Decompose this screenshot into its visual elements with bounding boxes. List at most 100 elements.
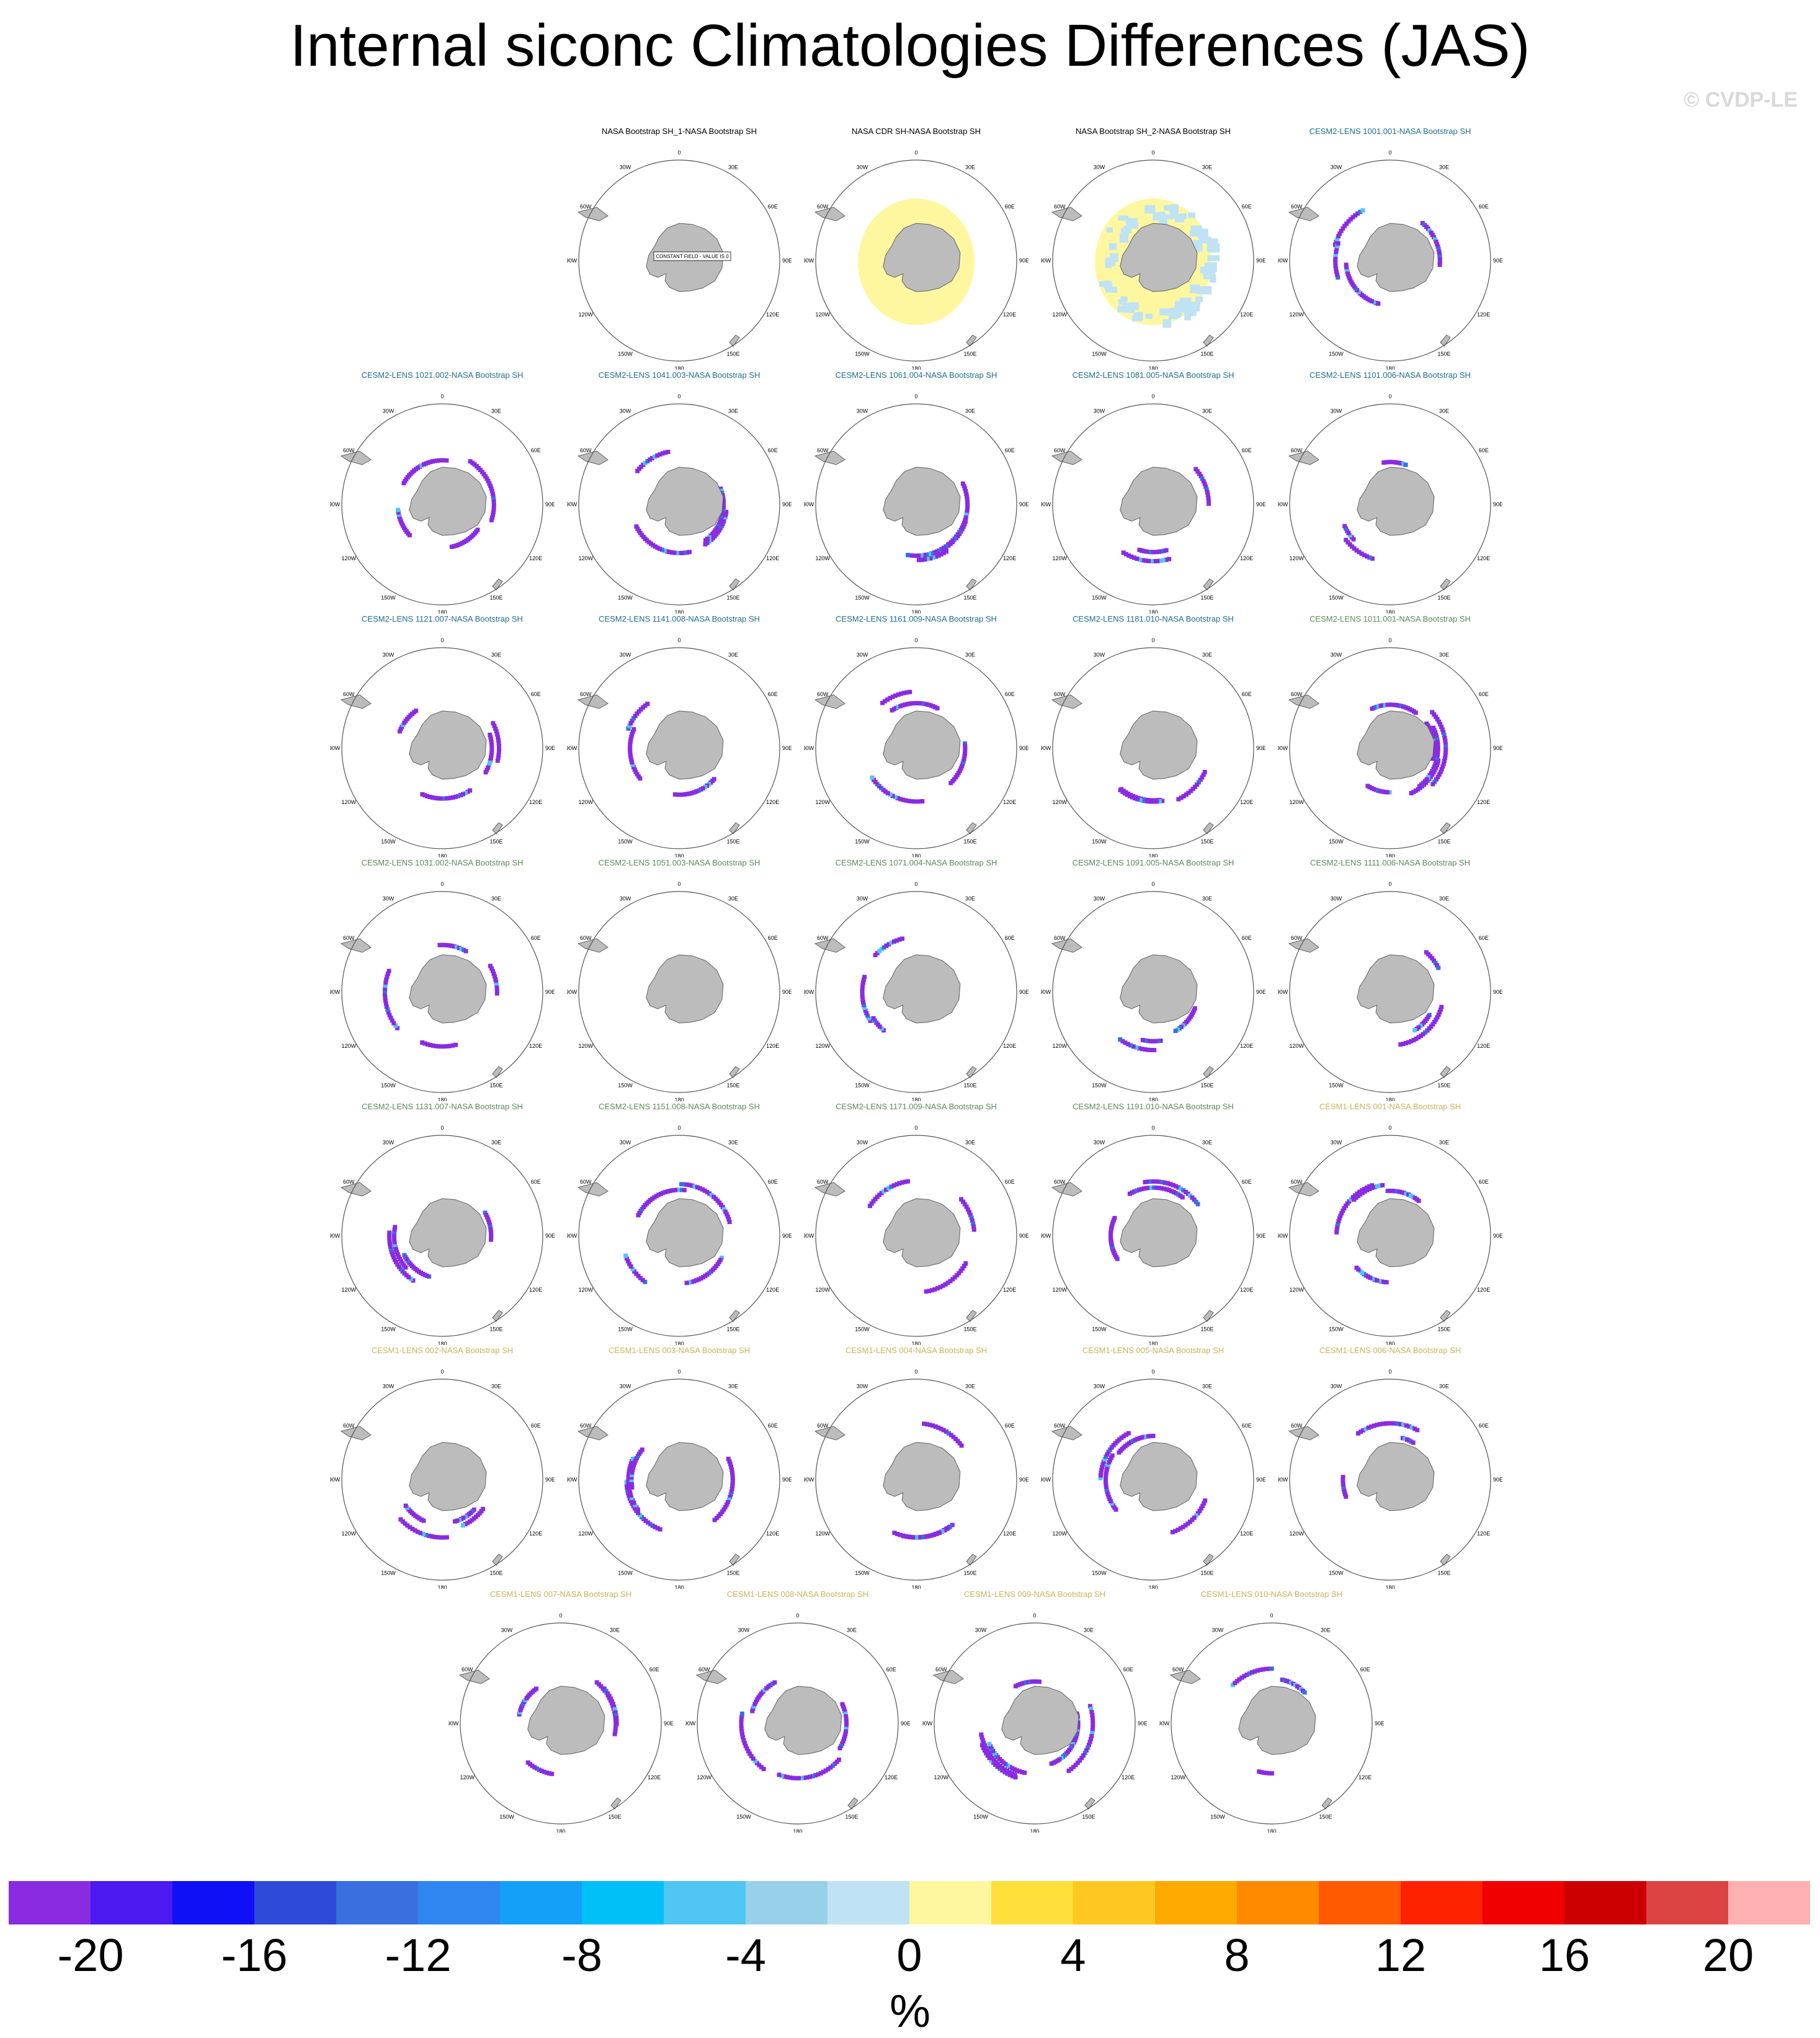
negative-anomaly-cell	[810, 1774, 815, 1779]
longitude-label: 180	[1385, 1341, 1394, 1345]
negative-anomaly-cell	[1109, 1238, 1113, 1243]
longitude-label: 0	[1151, 393, 1154, 400]
negative-anomaly-cell	[1372, 1423, 1376, 1428]
longitude-label: 120W	[342, 555, 357, 561]
negative-anomaly-cell	[1012, 1767, 1017, 1772]
new-zealand-landmass	[1440, 1310, 1451, 1322]
new-zealand-landmass	[729, 578, 740, 591]
negative-anomaly-cell	[1073, 1763, 1078, 1768]
negative-anomaly-cell	[889, 941, 894, 945]
negative-anomaly-cell	[1437, 249, 1442, 254]
negative-anomaly-cell	[383, 998, 388, 1003]
negative-anomaly-cell	[739, 1711, 744, 1716]
negative-anomaly-cell	[1091, 1718, 1095, 1723]
longitude-label: 0	[914, 1125, 917, 1131]
negative-anomaly-cell	[629, 758, 634, 762]
negative-anomaly-cell	[687, 1182, 692, 1187]
longitude-label: 120E	[885, 1774, 898, 1781]
negative-anomaly-cell	[1162, 319, 1172, 328]
negative-anomaly-cell	[965, 502, 970, 507]
negative-anomaly-cell	[739, 1714, 744, 1719]
negative-anomaly-cell	[525, 1760, 530, 1765]
longitude-label: 30E	[1439, 1383, 1449, 1389]
longitude-label: 90E	[1019, 745, 1028, 751]
negative-anomaly-cell	[965, 504, 970, 509]
negative-anomaly-cell	[960, 481, 965, 486]
longitude-label: 180	[674, 853, 684, 857]
negative-anomaly-cell	[1411, 1440, 1416, 1445]
negative-anomaly-cell	[899, 1180, 904, 1185]
longitude-label: 30W	[1094, 164, 1105, 170]
longitude-label: 30W	[620, 1383, 631, 1389]
negative-anomaly-cell	[628, 1264, 633, 1269]
negative-anomaly-cell	[443, 796, 448, 801]
panel-title: CESM1-LENS 004-NASA Bootstrap SH	[845, 1346, 988, 1355]
negative-anomaly-cell	[1118, 1037, 1123, 1042]
negative-anomaly-cell	[869, 1201, 874, 1206]
negative-anomaly-cell	[844, 1719, 849, 1724]
longitude-label: 150E	[1437, 351, 1450, 357]
panel-title: CESM2-LENS 1041.003-NASA Bootstrap SH	[598, 370, 761, 380]
map-boundary	[341, 1135, 543, 1337]
negative-anomaly-cell	[759, 1764, 764, 1769]
negative-anomaly-cell	[605, 1691, 610, 1696]
map-boundary	[1052, 647, 1254, 849]
negative-anomaly-cell	[1443, 747, 1448, 752]
negative-anomaly-cell	[1432, 748, 1437, 752]
negative-anomaly-cell	[1344, 1494, 1349, 1499]
longitude-label: 180	[437, 1097, 447, 1101]
longitude-label: 90W	[330, 989, 341, 995]
longitude-label: 60W	[1291, 1179, 1303, 1185]
negative-anomaly-cell	[384, 1004, 389, 1009]
longitude-label: 120W	[342, 1531, 357, 1537]
sea-ice-difference-field	[906, 481, 970, 563]
antarctica-landmass	[409, 710, 487, 780]
map-boundary	[1289, 1135, 1491, 1337]
negative-anomaly-cell	[396, 1254, 401, 1259]
longitude-label: 60W	[817, 935, 829, 941]
negative-anomaly-cell	[385, 972, 390, 977]
negative-anomaly-cell	[729, 1467, 734, 1472]
longitude-label: 30W	[857, 1383, 868, 1389]
negative-anomaly-cell	[924, 1422, 929, 1427]
negative-anomaly-cell	[1160, 798, 1165, 803]
negative-anomaly-cell	[1344, 1204, 1348, 1209]
longitude-label: 60E	[1242, 447, 1252, 454]
sea-ice-difference-field	[1340, 1421, 1420, 1499]
longitude-label: 180	[911, 609, 921, 614]
constant-field-box	[653, 251, 731, 261]
negative-anomaly-cell	[979, 1743, 984, 1748]
negative-anomaly-cell	[692, 1184, 697, 1189]
negative-anomaly-cell	[1005, 1771, 1010, 1776]
negative-anomaly-cell	[724, 509, 729, 514]
negative-anomaly-cell	[1244, 1673, 1249, 1677]
negative-anomaly-cell	[867, 1016, 872, 1021]
longitude-label: 60E	[531, 1423, 541, 1429]
negative-anomaly-cell	[1379, 1279, 1384, 1284]
negative-anomaly-cell	[1197, 1508, 1202, 1513]
negative-anomaly-cell	[961, 756, 966, 761]
negative-anomaly-cell	[1342, 223, 1347, 228]
negative-anomaly-cell	[1207, 501, 1211, 506]
longitude-label: 150E	[1200, 1570, 1213, 1576]
negative-anomaly-cell	[387, 1012, 392, 1017]
longitude-label: 150E	[489, 839, 502, 845]
longitude-label: 150W	[499, 1814, 514, 1820]
longitude-label: 30E	[965, 408, 975, 414]
negative-anomaly-cell	[1099, 1473, 1103, 1478]
negative-anomaly-cell	[1267, 1666, 1271, 1671]
negative-anomaly-cell	[463, 1522, 468, 1527]
negative-anomaly-cell	[908, 1535, 912, 1540]
longitude-label: 30W	[1331, 651, 1342, 658]
negative-anomaly-cell	[1015, 1768, 1020, 1773]
negative-anomaly-cell	[1381, 460, 1386, 465]
negative-anomaly-cell	[489, 748, 494, 753]
longitude-label: 30E	[1202, 408, 1212, 414]
longitude-label: 60W	[1054, 935, 1066, 941]
negative-anomaly-cell	[496, 741, 501, 746]
negative-anomaly-cell	[1336, 234, 1341, 239]
negative-anomaly-cell	[1154, 550, 1159, 555]
sea-ice-difference-field	[623, 1182, 732, 1285]
new-zealand-landmass	[1440, 1066, 1451, 1078]
